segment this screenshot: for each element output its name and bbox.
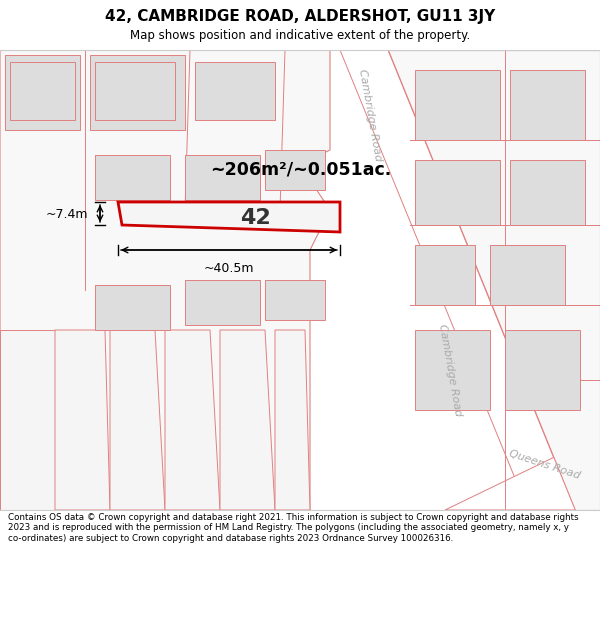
Bar <box>185 280 260 325</box>
Text: Cambridge Road: Cambridge Road <box>357 68 383 162</box>
Bar <box>195 62 275 120</box>
Polygon shape <box>5 55 80 130</box>
Bar <box>490 245 565 305</box>
Polygon shape <box>340 50 575 510</box>
Bar <box>415 330 490 410</box>
Text: 42: 42 <box>239 208 271 228</box>
Text: Contains OS data © Crown copyright and database right 2021. This information is : Contains OS data © Crown copyright and d… <box>8 513 578 542</box>
Text: Cambridge Road: Cambridge Road <box>437 323 463 417</box>
Bar <box>95 285 170 330</box>
Bar <box>265 150 325 190</box>
Polygon shape <box>0 330 55 510</box>
Polygon shape <box>388 50 600 510</box>
Polygon shape <box>55 330 110 510</box>
Bar <box>95 62 175 120</box>
Polygon shape <box>165 330 220 510</box>
Polygon shape <box>0 50 330 510</box>
Text: ~7.4m: ~7.4m <box>46 208 88 221</box>
Bar <box>95 155 170 200</box>
Bar <box>510 70 585 140</box>
Bar <box>10 62 75 120</box>
Polygon shape <box>110 330 165 510</box>
Bar <box>415 245 475 305</box>
Bar <box>265 280 325 320</box>
Text: 42, CAMBRIDGE ROAD, ALDERSHOT, GU11 3JY: 42, CAMBRIDGE ROAD, ALDERSHOT, GU11 3JY <box>105 9 495 24</box>
Bar <box>505 330 580 410</box>
Polygon shape <box>445 435 600 510</box>
Text: Map shows position and indicative extent of the property.: Map shows position and indicative extent… <box>130 29 470 42</box>
Bar <box>185 155 260 200</box>
Text: Queens Road: Queens Road <box>508 449 582 481</box>
Text: ~206m²/~0.051ac.: ~206m²/~0.051ac. <box>210 161 391 179</box>
Polygon shape <box>220 330 275 510</box>
Polygon shape <box>118 202 340 232</box>
Polygon shape <box>275 330 310 510</box>
Polygon shape <box>90 55 185 130</box>
Text: ~40.5m: ~40.5m <box>204 262 254 275</box>
Bar <box>415 70 500 140</box>
Bar <box>415 160 500 225</box>
Bar <box>510 160 585 225</box>
